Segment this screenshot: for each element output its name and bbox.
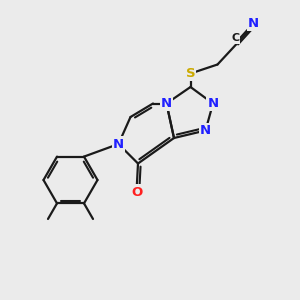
Text: S: S	[186, 67, 195, 80]
Text: N: N	[248, 17, 259, 30]
Text: C: C	[231, 33, 240, 43]
Text: N: N	[161, 97, 172, 110]
Text: N: N	[113, 137, 124, 151]
Text: N: N	[200, 124, 211, 137]
Text: O: O	[131, 185, 142, 199]
Text: N: N	[207, 97, 219, 110]
